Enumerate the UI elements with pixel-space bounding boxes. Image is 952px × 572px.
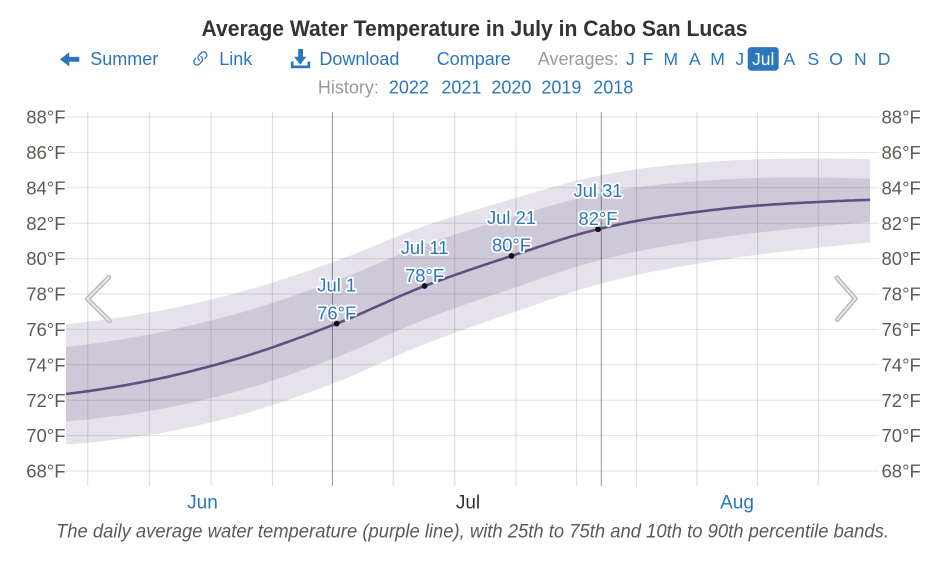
- svg-text:Jul 21: Jul 21: [487, 207, 536, 228]
- svg-text:Averages:: Averages:: [538, 49, 619, 69]
- svg-text:J: J: [735, 49, 744, 69]
- svg-text:76°F: 76°F: [26, 319, 65, 340]
- svg-text:86°F: 86°F: [26, 142, 65, 163]
- svg-text:88°F: 88°F: [26, 107, 65, 128]
- svg-text:2018: 2018: [593, 77, 633, 97]
- svg-text:Jul 11: Jul 11: [401, 237, 449, 258]
- svg-text:86°F: 86°F: [882, 142, 921, 163]
- svg-text:78°F: 78°F: [405, 265, 444, 286]
- svg-text:2019: 2019: [541, 77, 581, 97]
- svg-text:F: F: [643, 49, 654, 69]
- svg-text:Link: Link: [219, 49, 253, 69]
- svg-text:80°F: 80°F: [882, 248, 921, 269]
- svg-text:84°F: 84°F: [882, 177, 921, 198]
- svg-text:N: N: [854, 49, 867, 69]
- svg-text:Jun: Jun: [187, 493, 218, 514]
- svg-text:84°F: 84°F: [26, 177, 65, 198]
- svg-text:Jul 31: Jul 31: [573, 180, 622, 201]
- svg-text:72°F: 72°F: [26, 390, 65, 411]
- svg-text:70°F: 70°F: [882, 425, 921, 446]
- svg-text:Average Water Temperature in J: Average Water Temperature in July in Cab…: [202, 16, 748, 41]
- svg-text:78°F: 78°F: [26, 284, 65, 305]
- svg-text:The daily average water temper: The daily average water temperature (pur…: [56, 522, 889, 543]
- svg-text:68°F: 68°F: [26, 461, 65, 482]
- svg-text:D: D: [878, 49, 891, 69]
- svg-text:Download: Download: [319, 49, 399, 69]
- svg-text:Compare: Compare: [437, 49, 511, 69]
- svg-text:Summer: Summer: [90, 49, 158, 69]
- svg-text:82°F: 82°F: [26, 213, 65, 234]
- svg-text:88°F: 88°F: [882, 107, 921, 128]
- svg-text:74°F: 74°F: [26, 354, 65, 375]
- svg-text:2021: 2021: [441, 77, 481, 97]
- svg-text:M: M: [664, 49, 679, 69]
- svg-text:82°F: 82°F: [882, 213, 921, 234]
- svg-text:O: O: [829, 49, 843, 69]
- svg-text:History:: History:: [318, 77, 379, 97]
- svg-text:80°F: 80°F: [26, 248, 65, 269]
- svg-text:2020: 2020: [491, 77, 531, 97]
- svg-text:Jul 1: Jul 1: [317, 275, 356, 296]
- svg-text:78°F: 78°F: [882, 284, 921, 305]
- svg-text:Jul: Jul: [456, 493, 480, 514]
- svg-text:76°F: 76°F: [882, 319, 921, 340]
- svg-text:A: A: [689, 49, 701, 69]
- svg-text:74°F: 74°F: [882, 354, 921, 375]
- svg-text:82°F: 82°F: [578, 208, 617, 229]
- svg-text:Aug: Aug: [720, 493, 754, 514]
- svg-text:J: J: [626, 49, 635, 69]
- svg-text:Jul: Jul: [752, 49, 774, 69]
- svg-text:76°F: 76°F: [317, 302, 356, 323]
- svg-text:68°F: 68°F: [882, 461, 921, 482]
- svg-text:80°F: 80°F: [492, 235, 531, 256]
- svg-text:70°F: 70°F: [26, 425, 65, 446]
- svg-text:M: M: [710, 49, 725, 69]
- svg-text:72°F: 72°F: [882, 390, 921, 411]
- svg-text:S: S: [807, 49, 819, 69]
- svg-text:A: A: [784, 49, 796, 69]
- svg-text:2022: 2022: [389, 77, 429, 97]
